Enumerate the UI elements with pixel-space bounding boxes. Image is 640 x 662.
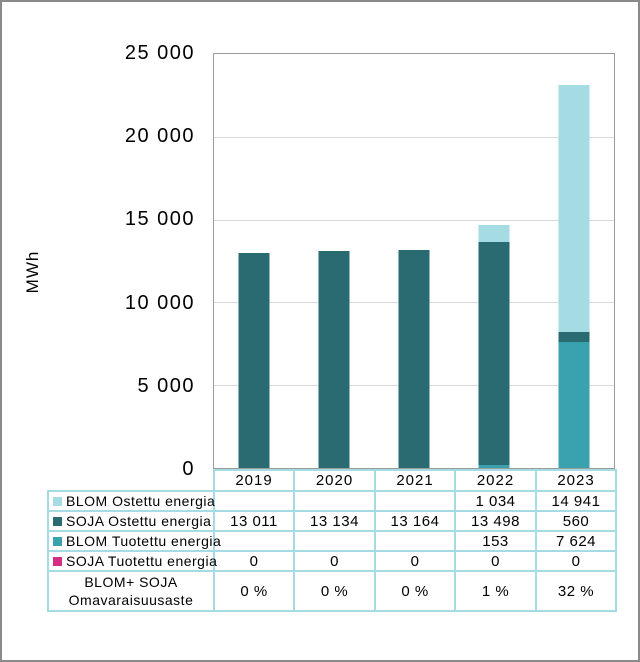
pct-value-cell: 0 %: [293, 570, 376, 612]
bar-group-2023: [558, 54, 590, 468]
bar-segment-blom-tuotettu-energia: [558, 341, 590, 468]
table-row-omavaraisuusaste: BLOM+ SOJA Omavaraisuusaste 0 % 0 % 0 % …: [47, 570, 617, 612]
y-tick-15000: 15 000: [124, 208, 195, 230]
bar-segment-blom-ostettu-energia: [558, 85, 590, 333]
value-cell: 153: [454, 530, 537, 552]
y-tick-5000: 5 000: [137, 375, 195, 397]
gridline-15000: [214, 219, 614, 221]
y-tick-0: 0: [182, 458, 195, 480]
legend-swatch-blom-ostettu: [53, 496, 62, 506]
bar-segment-blom-ostettu-energia: [478, 224, 510, 242]
year-header-row: 2019 2020 2021 2022 2023: [48, 469, 617, 492]
row-label-cell: BLOM Ostettu energia: [47, 490, 216, 512]
bar-segment-soja-ostettu-energia: [478, 241, 510, 466]
value-cell: [374, 490, 456, 512]
value-cell: 13 011: [213, 510, 295, 532]
pct-value-cell: 0 %: [374, 570, 456, 612]
data-table: 2019 2020 2021 2022 2023 BLOM Ostettu en…: [47, 469, 617, 612]
legend-swatch-soja-ostettu: [53, 516, 62, 526]
table-row-soja-ostettu: SOJA Ostettu energia 13 011 13 134 13 16…: [47, 510, 617, 532]
value-cell: [293, 490, 376, 512]
row-label: BLOM Tuotettu energia: [66, 533, 222, 549]
value-cell: 560: [535, 510, 617, 532]
table-row-soja-tuotettu: SOJA Tuotettu energia 0 0 0 0 0: [47, 550, 617, 572]
bar-segment-blom-tuotettu-energia: [478, 465, 510, 468]
value-cell: 7 624: [535, 530, 617, 552]
table-row-blom-tuotettu: BLOM Tuotettu energia 153 7 624: [47, 530, 617, 552]
legend-swatch-blom-tuotettu: [53, 536, 62, 546]
value-cell: 0: [374, 550, 456, 572]
value-cell: 1 034: [454, 490, 537, 512]
pct-row-label-cell: BLOM+ SOJA Omavaraisuusaste: [47, 570, 215, 612]
year-header-2020: 2020: [293, 469, 376, 492]
bar-group-2022: [478, 54, 510, 468]
bars-layer: [214, 54, 614, 468]
table-row-blom-ostettu: BLOM Ostettu energia 1 034 14 941: [47, 490, 617, 512]
bar-group-2019: [238, 54, 270, 468]
value-cell: [293, 530, 376, 552]
value-cell: 13 134: [293, 510, 376, 532]
gridline-20000: [214, 136, 614, 138]
value-cell: 14 941: [535, 490, 617, 512]
row-label-cell: SOJA Tuotettu energia: [47, 550, 218, 572]
pct-value-cell: 1 %: [454, 570, 537, 612]
value-cell: 0: [454, 550, 537, 572]
year-header-2022: 2022: [454, 469, 537, 492]
value-cell: 0: [535, 550, 617, 572]
pct-label-line2: Omavaraisuusaste: [68, 592, 194, 608]
legend-swatch-soja-tuotettu: [53, 556, 62, 566]
value-cell: 0: [293, 550, 376, 572]
row-label: SOJA Ostettu energia: [66, 513, 212, 529]
value-cell: 0: [213, 550, 295, 572]
value-cell: [213, 490, 295, 512]
y-tick-10000: 10 000: [124, 292, 195, 314]
y-tick-25000: 25 000: [124, 42, 195, 64]
bar-group-2021: [398, 54, 430, 468]
bar-segment-soja-ostettu-energia: [558, 332, 590, 342]
year-header-2019: 2019: [213, 469, 295, 492]
pct-label-line1: BLOM+ SOJA: [84, 573, 178, 590]
year-header-2023: 2023: [535, 469, 617, 492]
pct-value-cell: 0 %: [213, 570, 295, 612]
year-header-2021: 2021: [374, 469, 456, 492]
table-corner-cell: [48, 470, 214, 491]
value-cell: [213, 530, 295, 552]
value-cell: [374, 530, 456, 552]
bar-segment-soja-ostettu-energia: [398, 250, 430, 468]
row-label: BLOM Ostettu energia: [66, 493, 216, 509]
chart-plot-area: [213, 53, 615, 469]
bar-segment-soja-ostettu-energia: [238, 252, 270, 468]
bar-group-2020: [318, 54, 350, 468]
y-tick-20000: 20 000: [124, 125, 195, 147]
row-label-cell: SOJA Ostettu energia: [47, 510, 215, 532]
value-cell: 13 164: [374, 510, 456, 532]
row-label: SOJA Tuotettu energia: [66, 553, 218, 569]
y-axis-title: MWh: [23, 250, 42, 294]
bar-segment-soja-ostettu-energia: [318, 250, 350, 468]
row-label-cell: BLOM Tuotettu energia: [47, 530, 221, 552]
pct-value-cell: 32 %: [535, 570, 617, 612]
value-cell: 13 498: [454, 510, 537, 532]
